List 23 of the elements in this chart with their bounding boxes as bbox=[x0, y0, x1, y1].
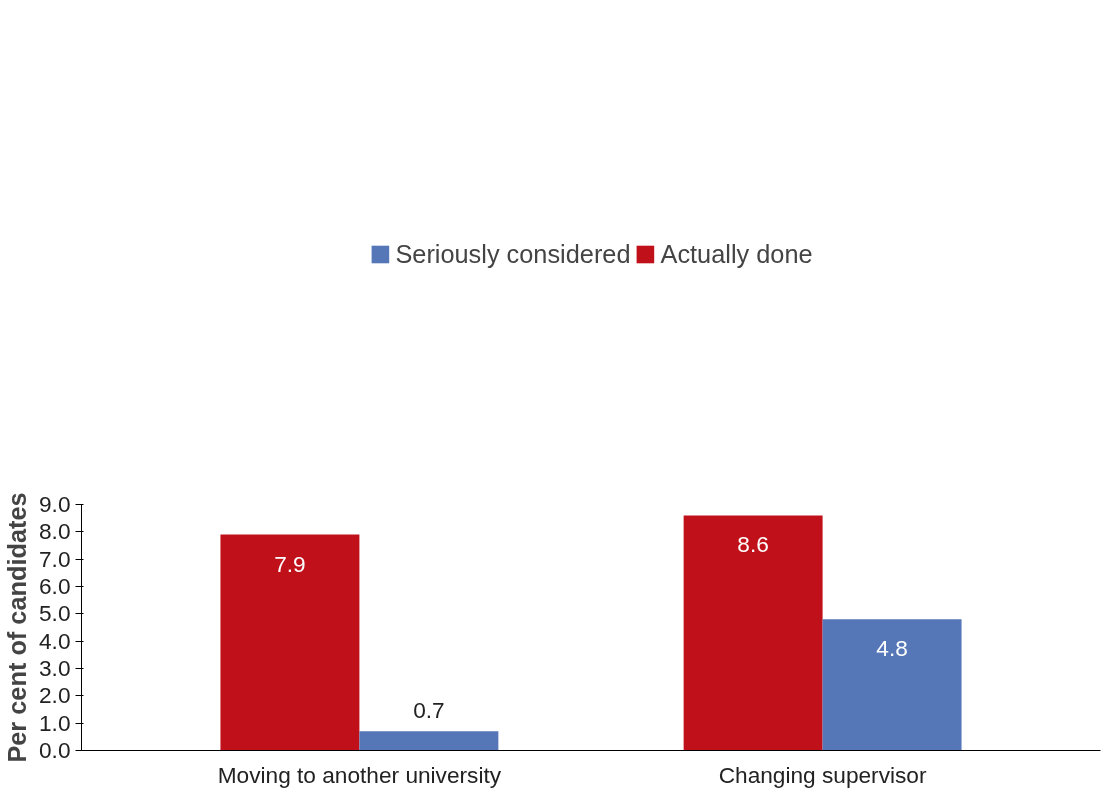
bar bbox=[359, 731, 499, 751]
legend-label: Seriously considered bbox=[395, 239, 631, 269]
y-tick-label: 6.0 bbox=[39, 573, 71, 599]
x-tick-label: Moving to another university bbox=[217, 761, 502, 788]
y-tick-label: 5.0 bbox=[39, 600, 71, 627]
bar bbox=[220, 534, 360, 751]
x-tick-label: Changing supervisor bbox=[718, 761, 927, 788]
y-tick-label: 3.0 bbox=[39, 655, 71, 681]
y-tick-label: 0.0 bbox=[39, 737, 71, 763]
data-label: 0.7 bbox=[413, 697, 445, 724]
data-label: 8.6 bbox=[737, 531, 769, 558]
y-tick-label: 9.0 bbox=[39, 491, 71, 517]
y-axis-title: Per cent of candidates bbox=[3, 492, 31, 763]
bar bbox=[822, 619, 962, 751]
y-tick-label: 4.0 bbox=[39, 627, 71, 654]
data-label: 7.9 bbox=[274, 550, 306, 577]
y-tick-label: 8.0 bbox=[39, 518, 71, 545]
data-label: 4.8 bbox=[876, 635, 908, 662]
y-tick-label: 7.0 bbox=[39, 545, 71, 572]
y-tick-label: 1.0 bbox=[39, 709, 71, 736]
bar bbox=[683, 515, 823, 751]
y-tick-label: 2.0 bbox=[39, 682, 71, 709]
legend-label: Actually done bbox=[660, 239, 813, 269]
